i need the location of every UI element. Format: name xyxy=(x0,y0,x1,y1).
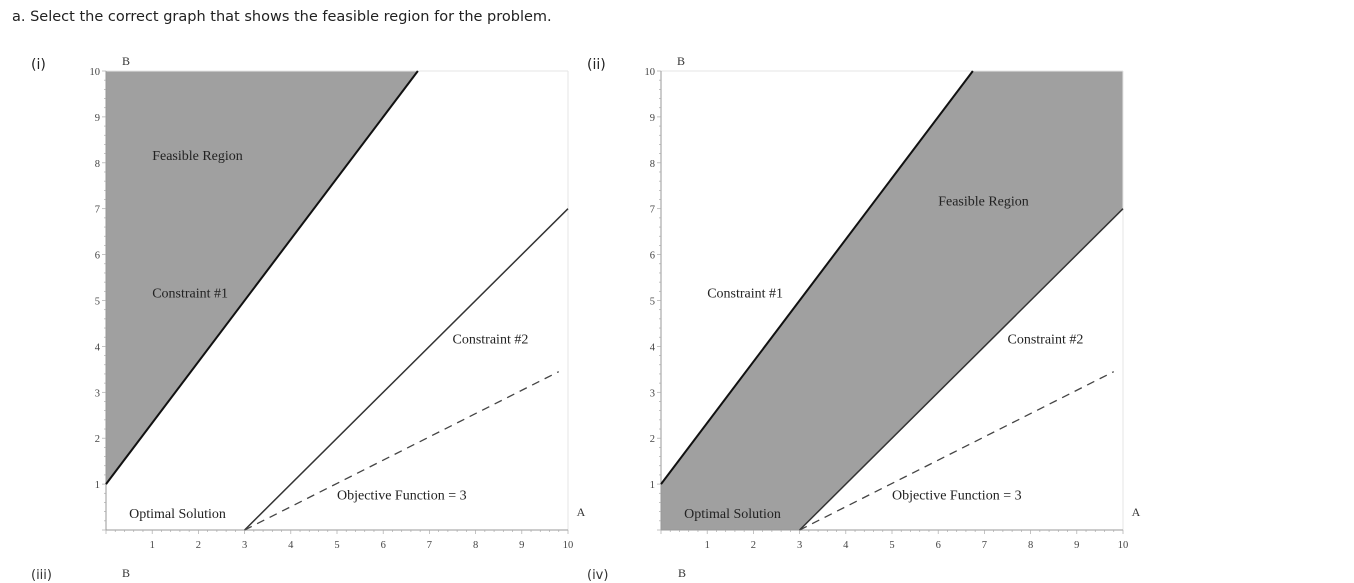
constraint-2-line xyxy=(799,208,1124,531)
x-tick-label: 2 xyxy=(751,540,756,551)
y-tick-label: 4 xyxy=(95,342,101,353)
x-tick-label: 4 xyxy=(843,540,849,551)
x-tick-label: 10 xyxy=(1118,540,1129,551)
y-tick-label: 7 xyxy=(95,205,100,216)
x-tick-label: 9 xyxy=(519,540,524,551)
y-tick-label: 2 xyxy=(95,434,100,445)
option-iii-axis-label: B xyxy=(122,566,131,580)
y-tick-label: 3 xyxy=(95,388,100,399)
y-axis-label: B xyxy=(122,54,130,68)
y-tick-label: 6 xyxy=(650,251,655,262)
y-tick-label: 1 xyxy=(650,480,655,491)
x-axis-label: A xyxy=(1132,505,1141,519)
y-axis-label: B xyxy=(677,54,685,68)
optimal-solution-label: Optimal Solution xyxy=(684,507,781,522)
feasible-region-label: Feasible Region xyxy=(938,195,1029,210)
graph-option-i[interactable]: 1 2 3 4 5 6 7 8 9 10 1 2 3 4 5 6 7 8 9 10 B A Feasible Region C… xyxy=(0,0,620,560)
y-tick-label: 9 xyxy=(95,113,100,124)
x-tick-label: 5 xyxy=(334,540,339,551)
x-tick-label: 8 xyxy=(1028,540,1033,551)
graph-option-ii[interactable]: 1 2 3 4 5 6 7 8 9 10 1 2 3 4 5 6 7 8 9 10 B A Feasible Region C… xyxy=(0,0,1180,560)
objective-function-line xyxy=(799,371,1115,531)
objective-function-label: Objective Function = 3 xyxy=(892,488,1022,503)
optimal-solution-label: Optimal Solution xyxy=(129,507,226,522)
y-tick-label: 1 xyxy=(95,480,100,491)
x-tick-label: 8 xyxy=(473,540,478,551)
option-iii-label[interactable]: (iii) xyxy=(31,568,52,583)
x-tick-label: 1 xyxy=(705,540,710,551)
objective-function-line xyxy=(244,371,560,531)
y-tick-label: 5 xyxy=(95,297,100,308)
x-tick-label: 6 xyxy=(381,540,386,551)
option-i-label[interactable]: (i) xyxy=(31,57,46,73)
constraint-2-label: Constraint #2 xyxy=(1008,332,1084,347)
x-tick-label: 7 xyxy=(982,540,987,551)
option-iv-axis-label: B xyxy=(678,566,687,580)
y-tick-label: 3 xyxy=(650,388,655,399)
x-tick-label: 10 xyxy=(563,540,574,551)
y-tick-label: 8 xyxy=(650,159,655,170)
y-tick-label: 10 xyxy=(645,67,656,78)
y-tick-label: 5 xyxy=(650,297,655,308)
feasible-region-fill xyxy=(661,71,1123,530)
feasible-region-label: Feasible Region xyxy=(152,149,243,164)
x-tick-label: 2 xyxy=(196,540,201,551)
objective-function-label: Objective Function = 3 xyxy=(337,488,467,503)
x-axis-label: A xyxy=(577,505,586,519)
x-tick-label: 1 xyxy=(150,540,155,551)
option-ii-label[interactable]: (ii) xyxy=(587,57,606,73)
constraint-1-line xyxy=(660,70,974,485)
x-tick-label: 5 xyxy=(889,540,894,551)
option-iv-label[interactable]: (iv) xyxy=(587,568,609,583)
constraint-2-line xyxy=(244,208,569,531)
constraint-1-line xyxy=(105,70,419,485)
y-tick-label: 2 xyxy=(650,434,655,445)
x-tick-label: 9 xyxy=(1074,540,1079,551)
y-tick-label: 7 xyxy=(650,205,655,216)
question-text: a. Select the correct graph that shows t… xyxy=(12,9,552,25)
constraint-1-label: Constraint #1 xyxy=(152,287,228,302)
constraint-2-label: Constraint #2 xyxy=(453,332,529,347)
x-tick-label: 3 xyxy=(797,540,802,551)
y-tick-label: 9 xyxy=(650,113,655,124)
x-tick-label: 7 xyxy=(427,540,432,551)
y-tick-label: 8 xyxy=(95,159,100,170)
x-tick-label: 6 xyxy=(936,540,941,551)
constraint-1-label: Constraint #1 xyxy=(707,287,783,302)
x-tick-label: 3 xyxy=(242,540,247,551)
y-tick-label: 6 xyxy=(95,251,100,262)
x-tick-label: 4 xyxy=(288,540,294,551)
y-tick-label: 4 xyxy=(650,342,656,353)
y-tick-label: 10 xyxy=(90,67,101,78)
